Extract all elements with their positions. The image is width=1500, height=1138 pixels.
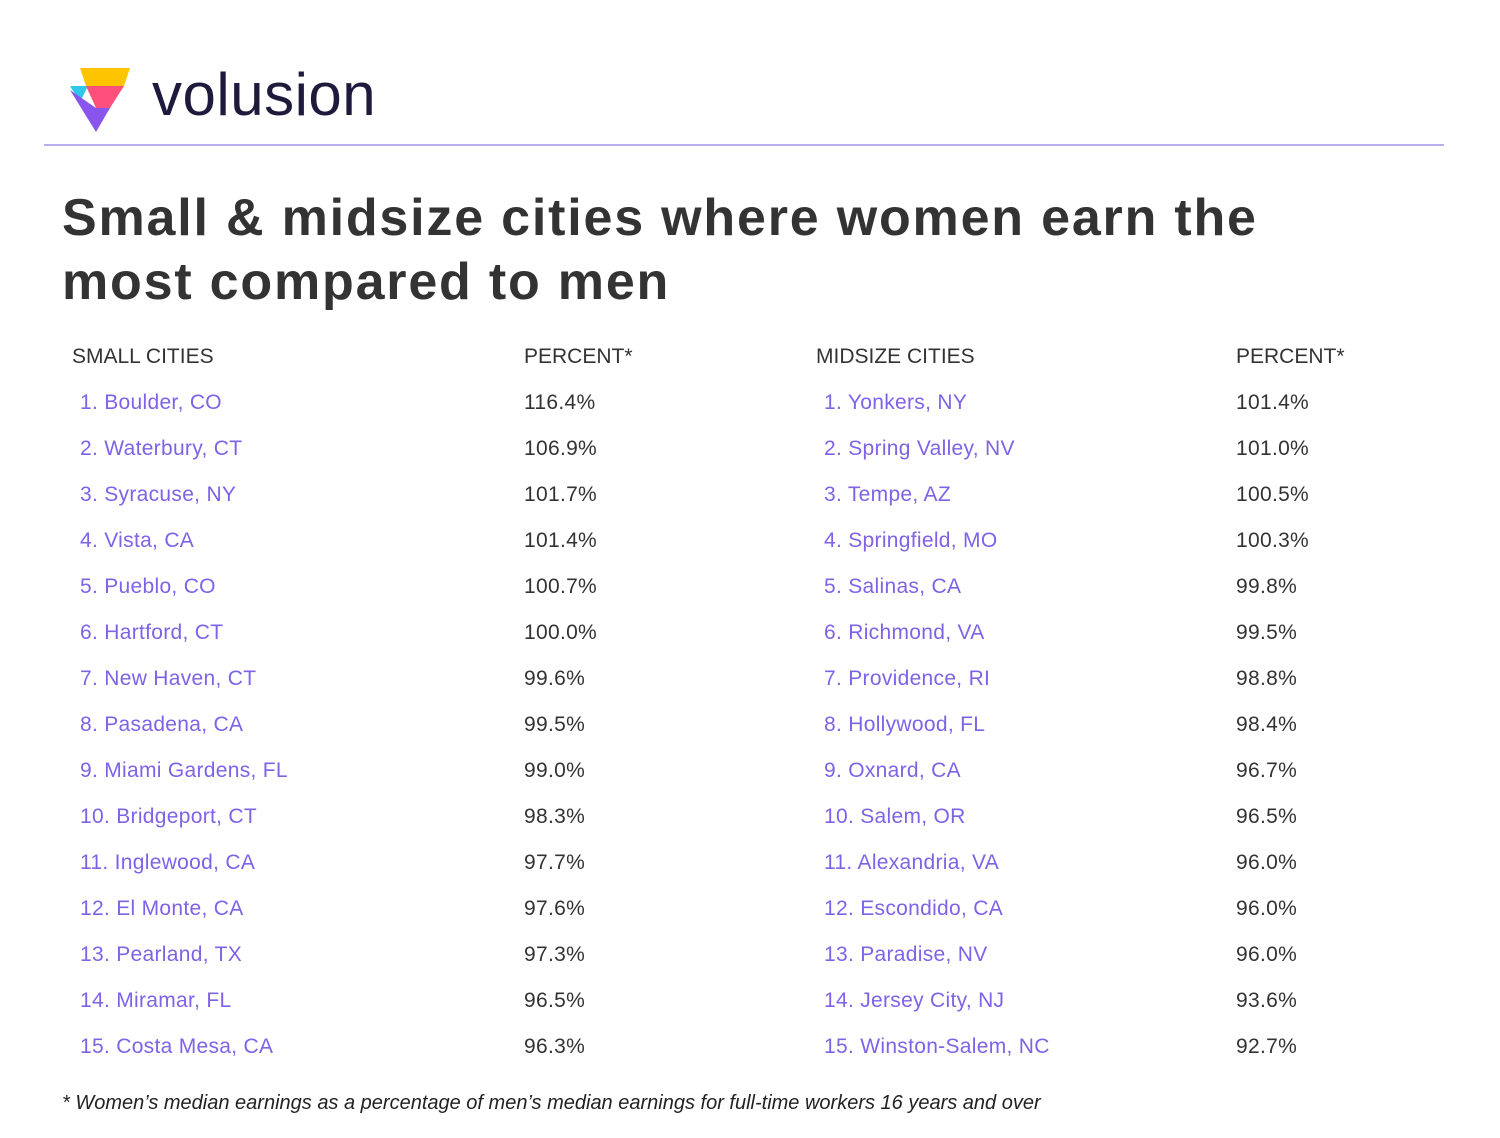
city-name: 2. Spring Valley, NV: [824, 437, 1015, 460]
percent-value: 96.3%: [524, 1035, 586, 1058]
percent-value: 101.4%: [1236, 391, 1310, 414]
percent-value: 101.7%: [524, 483, 598, 506]
city-name: 11. Alexandria, VA: [824, 851, 1000, 874]
city-name: 4. Vista, CA: [80, 529, 195, 552]
city-name: 3. Tempe, AZ: [824, 483, 951, 506]
percent-value: 92.7%: [1236, 1035, 1298, 1058]
percent-value: 97.7%: [524, 851, 586, 874]
city-name: 8. Pasadena, CA: [80, 713, 244, 736]
percent-value: 99.0%: [524, 759, 586, 782]
city-name: 1. Yonkers, NY: [824, 391, 968, 414]
percent-value: 100.3%: [1236, 529, 1310, 552]
city-name: 12. Escondido, CA: [824, 897, 1004, 920]
city-name: 5. Pueblo, CO: [80, 575, 216, 598]
city-name: 2. Waterbury, CT: [80, 437, 243, 460]
city-name: 4. Springfield, MO: [824, 529, 998, 552]
city-name: 9. Miami Gardens, FL: [80, 759, 288, 782]
percent-value: 101.4%: [524, 529, 598, 552]
city-name: 3. Syracuse, NY: [80, 483, 237, 506]
percent-value: 98.4%: [1236, 713, 1298, 736]
percent-value: 98.3%: [524, 805, 586, 828]
city-name: 13. Pearland, TX: [80, 943, 243, 966]
percent-value: 99.5%: [524, 713, 586, 736]
city-name: 8. Hollywood, FL: [824, 713, 986, 736]
percent-value: 96.7%: [1236, 759, 1298, 782]
percent-value: 96.0%: [1236, 943, 1298, 966]
brand: volusion: [152, 61, 377, 128]
percent-value: 100.5%: [1236, 483, 1310, 506]
percent-value: 106.9%: [524, 437, 598, 460]
percent-value: 97.3%: [524, 943, 586, 966]
percent-value: 97.6%: [524, 897, 586, 920]
title: most compared to men: [62, 253, 671, 311]
footnote: * Women’s median earnings as a percentag…: [62, 1092, 1041, 1114]
percent-value: 96.0%: [1236, 897, 1298, 920]
percent-value: 96.5%: [1236, 805, 1298, 828]
column-header: PERCENT*: [1236, 345, 1345, 368]
city-name: 15. Winston-Salem, NC: [824, 1035, 1050, 1058]
title: Small & midsize cities where women earn …: [62, 189, 1258, 247]
percent-value: 99.8%: [1236, 575, 1298, 598]
percent-value: 100.7%: [524, 575, 598, 598]
percent-value: 116.4%: [524, 391, 596, 414]
city-name: 14. Jersey City, NJ: [824, 989, 1005, 1012]
percent-value: 100.0%: [524, 621, 598, 644]
percent-value: 99.5%: [1236, 621, 1298, 644]
city-name: 6. Richmond, VA: [824, 621, 985, 644]
column-header: MIDSIZE CITIES: [816, 345, 975, 368]
logo: [70, 68, 130, 132]
city-name: 6. Hartford, CT: [80, 621, 224, 644]
percent-value: 96.5%: [524, 989, 586, 1012]
city-name: 10. Bridgeport, CT: [80, 805, 257, 828]
city-name: 13. Paradise, NV: [824, 943, 988, 966]
city-name: 11. Inglewood, CA: [80, 851, 256, 874]
city-name: 5. Salinas, CA: [824, 575, 962, 598]
divider: [44, 144, 1444, 146]
percent-value: 96.0%: [1236, 851, 1298, 874]
city-name: 10. Salem, OR: [824, 805, 966, 828]
city-name: 12. El Monte, CA: [80, 897, 244, 920]
percent-value: 101.0%: [1236, 437, 1310, 460]
city-name: 9. Oxnard, CA: [824, 759, 961, 782]
percent-value: 98.8%: [1236, 667, 1298, 690]
city-name: 1. Boulder, CO: [80, 391, 222, 414]
city-name: 7. Providence, RI: [824, 667, 991, 690]
column-header: SMALL CITIES: [72, 345, 214, 368]
percent-value: 99.6%: [524, 667, 586, 690]
city-name: 15. Costa Mesa, CA: [80, 1035, 274, 1058]
percent-value: 93.6%: [1236, 989, 1298, 1012]
city-name: 7. New Haven, CT: [80, 667, 257, 690]
city-name: 14. Miramar, FL: [80, 989, 232, 1012]
column-header: PERCENT*: [524, 345, 633, 368]
